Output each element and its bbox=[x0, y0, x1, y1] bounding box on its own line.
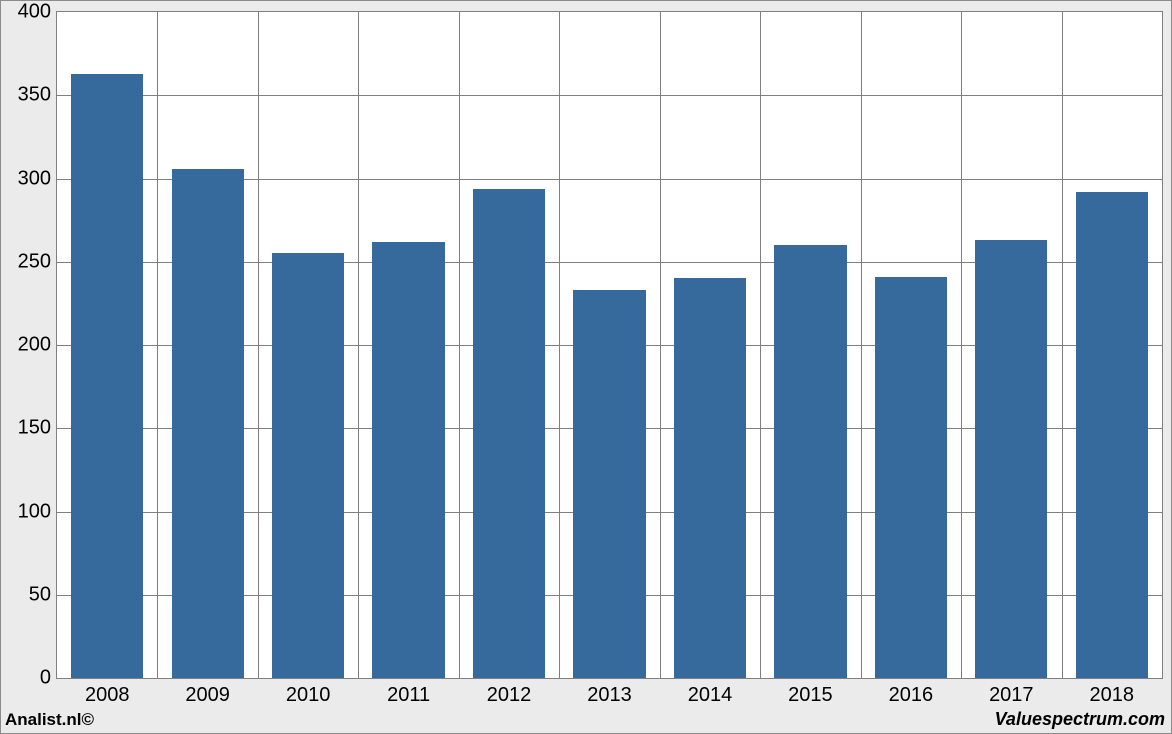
gridline-v bbox=[861, 12, 862, 678]
gridline-v bbox=[258, 12, 259, 678]
gridline-v bbox=[961, 12, 962, 678]
y-axis-label: 200 bbox=[18, 334, 57, 357]
bar bbox=[573, 290, 645, 678]
bar bbox=[71, 74, 143, 678]
gridline-v bbox=[157, 12, 158, 678]
footer-credit-left: Analist.nl© bbox=[5, 710, 94, 730]
gridline-v bbox=[358, 12, 359, 678]
chart-container: 0 50 100 150 200 250 300 350 400 2008 2009 2010 2011… bbox=[0, 0, 1172, 734]
y-axis-label: 400 bbox=[18, 1, 57, 24]
gridline-h bbox=[57, 95, 1162, 96]
y-axis-label: 50 bbox=[29, 583, 57, 606]
x-axis-label: 2011 bbox=[387, 678, 430, 707]
bar bbox=[473, 189, 545, 679]
x-axis-label: 2014 bbox=[688, 678, 733, 707]
y-axis-label: 300 bbox=[18, 167, 57, 190]
y-axis-label: 350 bbox=[18, 84, 57, 107]
x-axis-label: 2015 bbox=[788, 678, 833, 707]
y-axis-label: 100 bbox=[18, 500, 57, 523]
x-axis-label: 2008 bbox=[85, 678, 130, 707]
x-axis-label: 2018 bbox=[1090, 678, 1135, 707]
bar bbox=[674, 278, 746, 678]
gridline-v bbox=[459, 12, 460, 678]
y-axis-label: 250 bbox=[18, 250, 57, 273]
bar bbox=[975, 240, 1047, 678]
x-axis-label: 2016 bbox=[889, 678, 934, 707]
bar bbox=[774, 245, 846, 678]
gridline-v bbox=[559, 12, 560, 678]
gridline-v bbox=[660, 12, 661, 678]
x-axis-label: 2009 bbox=[185, 678, 230, 707]
x-axis-label: 2012 bbox=[487, 678, 532, 707]
bar bbox=[875, 277, 947, 678]
bar bbox=[372, 242, 444, 678]
plot-inner: 0501001502002503003504002008200920102011… bbox=[57, 12, 1162, 678]
bar bbox=[1076, 192, 1148, 678]
bar bbox=[172, 169, 244, 678]
x-axis-label: 2010 bbox=[286, 678, 331, 707]
bar bbox=[272, 253, 344, 678]
x-axis-label: 2013 bbox=[587, 678, 632, 707]
y-axis-label: 0 bbox=[40, 667, 57, 690]
plot-area: 0501001502002503003504002008200920102011… bbox=[56, 11, 1163, 679]
y-axis-label: 150 bbox=[18, 417, 57, 440]
gridline-v bbox=[760, 12, 761, 678]
gridline-v bbox=[1062, 12, 1063, 678]
x-axis-label: 2017 bbox=[989, 678, 1034, 707]
footer-credit-right: Valuespectrum.com bbox=[995, 709, 1165, 730]
